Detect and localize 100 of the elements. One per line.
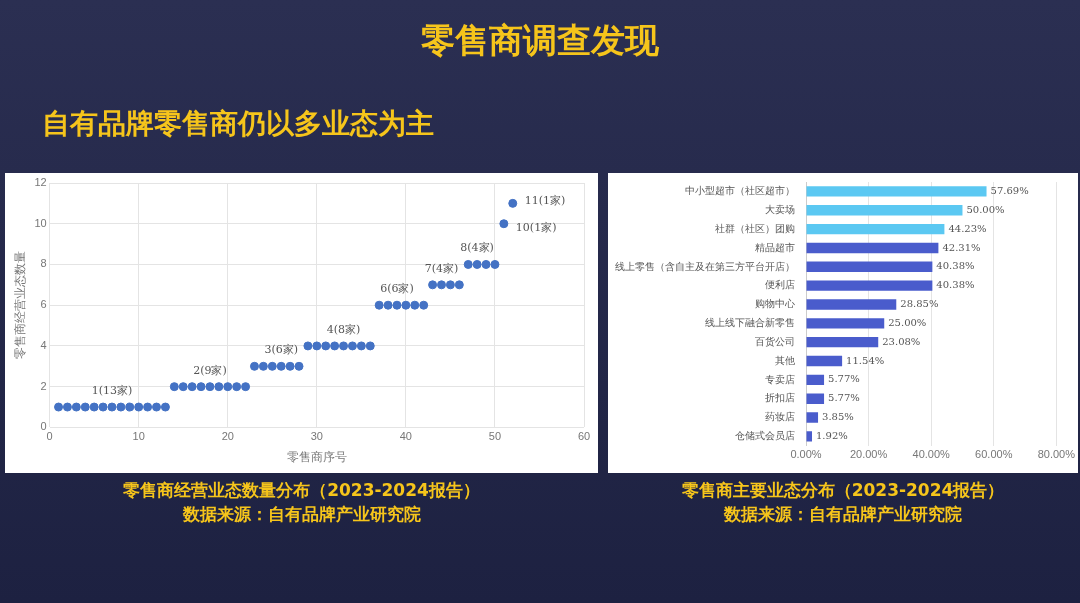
x-tick-label: 10 [132, 430, 145, 443]
annotation: 3(6家) [264, 343, 298, 357]
data-label: 50.00% [966, 203, 1005, 215]
point [347, 341, 357, 351]
point [419, 300, 429, 310]
point [508, 198, 518, 208]
annotation: 6(6家) [380, 282, 414, 296]
annotation: 2(9家) [193, 363, 227, 377]
y-tick-label: 购物中心 [755, 298, 795, 310]
point [339, 341, 349, 351]
y-tick-label: 便利店 [765, 279, 795, 291]
y-tick-label: 线上零售（含自主及在第三方平台开店） [615, 260, 795, 272]
point [143, 402, 153, 412]
x-tick-label: 80.00% [1037, 448, 1076, 461]
bar [806, 393, 825, 404]
data-label: 5.77% [828, 373, 860, 385]
point [428, 280, 438, 290]
point [223, 382, 233, 392]
bar [806, 186, 987, 197]
point [89, 402, 99, 412]
point [214, 382, 224, 392]
y-tick-label: 专卖店 [765, 373, 795, 385]
bar [806, 205, 963, 216]
data-label: 3.85% [822, 411, 854, 423]
point [356, 341, 366, 351]
point [196, 382, 206, 392]
point [401, 300, 411, 310]
point [392, 300, 402, 310]
bar [806, 280, 933, 291]
point [490, 259, 500, 269]
x-tick-label: 60.00% [975, 448, 1013, 461]
point [454, 280, 464, 290]
y-tick-label: 6 [40, 298, 47, 311]
text: 零售商调查发现 [420, 19, 660, 62]
source-note: 数据来源：自有品牌产业研究院 [723, 503, 963, 526]
point [267, 361, 277, 371]
x-tick-label: 40 [399, 430, 412, 443]
point [169, 382, 179, 392]
point [437, 280, 446, 290]
point [285, 361, 295, 371]
bar [806, 431, 813, 442]
x-tick-label: 30 [310, 430, 323, 443]
point [241, 382, 251, 392]
point [276, 361, 286, 371]
point [481, 259, 491, 269]
data-label: 5.77% [828, 392, 860, 404]
data-label: 42.31% [942, 241, 981, 253]
point [499, 219, 509, 229]
point [54, 402, 64, 412]
point [383, 300, 393, 310]
point [472, 259, 482, 269]
y-tick-label: 仓储式会员店 [735, 430, 795, 442]
data-label: 23.08% [882, 335, 921, 347]
data-label: 25.00% [888, 316, 927, 328]
point [187, 382, 197, 392]
annotation: 4(8家) [326, 322, 361, 336]
x-tick-label: 40.00% [912, 448, 951, 461]
bar [806, 299, 897, 310]
text: 零售商主要业态分布（2023-2024报告） [680, 479, 1006, 502]
data-label: 40.38% [936, 279, 975, 291]
point [365, 341, 375, 351]
x-tick-label: 20.00% [849, 448, 888, 461]
point [445, 280, 455, 290]
bar [806, 261, 933, 272]
bar [806, 374, 825, 386]
point [463, 259, 473, 269]
y-tick-label: 社群（社区）团购 [715, 222, 795, 234]
x-tick-label: 60 [577, 430, 591, 443]
annotation: 1(13家) [91, 383, 133, 397]
point [71, 402, 81, 412]
y-axis-title: 零售商经营业态数量 [12, 251, 27, 360]
y-tick-label: 10 [34, 216, 47, 229]
point [125, 402, 135, 412]
y-tick-label: 中小型超市（社区超市） [685, 185, 795, 197]
point [321, 341, 331, 351]
point [249, 361, 259, 371]
point [107, 402, 117, 412]
data-label: 28.85% [900, 298, 939, 310]
y-tick-label: 其他 [775, 354, 795, 366]
y-tick-label: 0 [40, 420, 47, 433]
data-label: 11.54% [846, 354, 885, 366]
point [374, 300, 384, 310]
point [232, 382, 242, 392]
annotation: 11(1家) [524, 194, 566, 208]
point [152, 402, 162, 412]
y-tick-label: 大卖场 [765, 204, 795, 216]
source-note: 数据来源：自有品牌产业研究院 [181, 503, 422, 526]
point [312, 341, 322, 351]
x-axis-title: 零售商序号 [286, 450, 347, 465]
y-tick-label: 4 [40, 338, 47, 351]
annotation: 7(4家) [424, 261, 459, 275]
data-label: 44.23% [948, 222, 987, 234]
bar [806, 318, 885, 329]
point [410, 300, 420, 310]
bar [806, 336, 879, 348]
y-tick-label: 2 [40, 379, 47, 392]
point [294, 361, 304, 371]
x-tick-label: 0.00% [790, 448, 822, 461]
text: 自有品牌零售商仍以多业态为主 [42, 106, 434, 142]
bar [806, 242, 939, 254]
